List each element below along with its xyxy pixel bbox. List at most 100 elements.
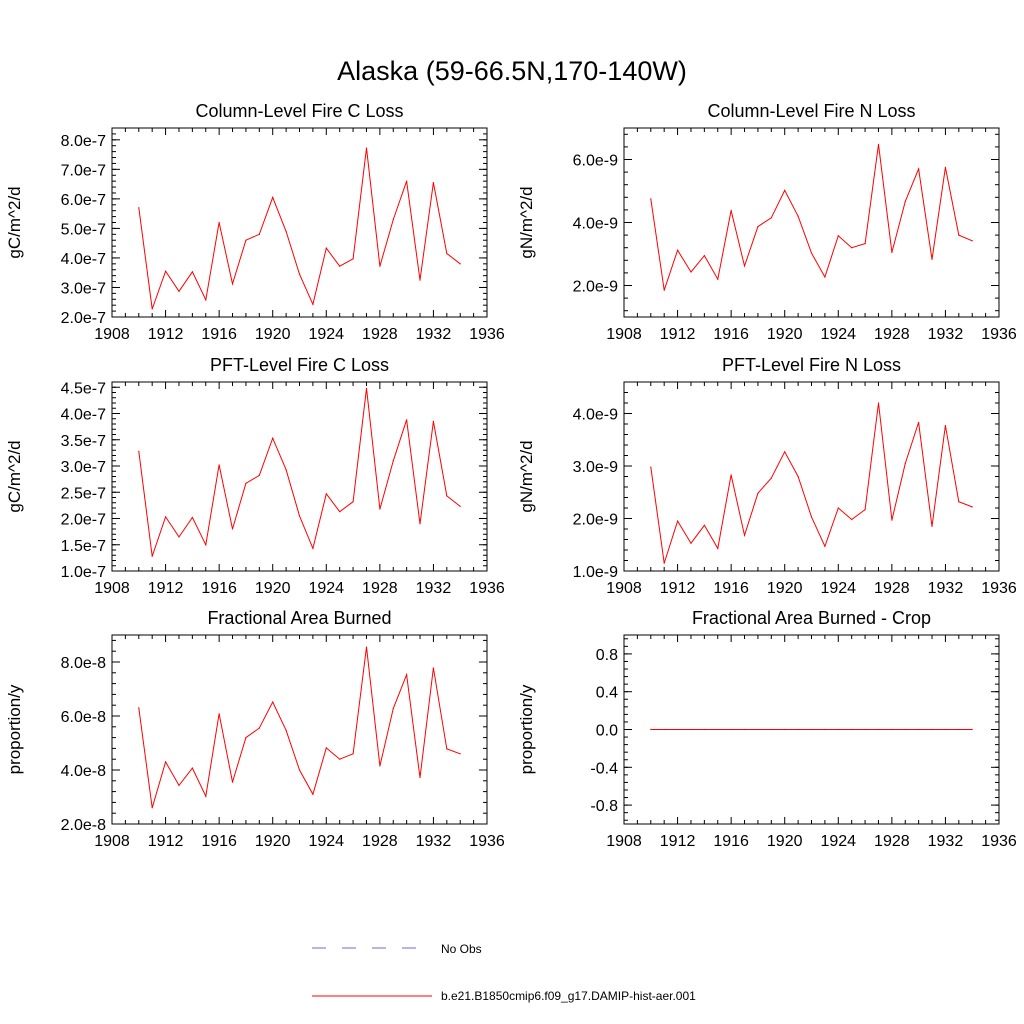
data-point xyxy=(918,168,920,170)
y-tick-label: 2.0e-7 xyxy=(61,512,106,529)
data-point xyxy=(191,516,193,519)
x-tick-label: 1920 xyxy=(255,580,291,597)
data-point xyxy=(392,218,394,221)
y-tick-label: 2.0e-9 xyxy=(573,279,618,296)
data-point xyxy=(392,707,394,710)
data-point xyxy=(784,189,786,191)
data-point xyxy=(285,230,287,232)
x-tick-label: 1928 xyxy=(874,833,910,850)
x-tick-label: 1916 xyxy=(713,580,749,597)
series-line xyxy=(138,388,461,557)
data-point xyxy=(757,728,759,731)
data-point xyxy=(690,542,692,544)
data-point xyxy=(663,289,665,291)
data-point xyxy=(770,728,772,731)
x-tick-label: 1916 xyxy=(201,833,237,850)
data-point xyxy=(218,464,220,466)
data-point xyxy=(205,795,207,797)
x-tick-label: 1912 xyxy=(148,580,184,597)
data-point xyxy=(891,519,893,521)
plot-frame xyxy=(111,127,488,318)
x-tick-label: 1936 xyxy=(469,326,505,343)
y-tick-label: 1.5e-7 xyxy=(61,538,106,555)
x-tick-label: 1928 xyxy=(362,833,398,850)
y-axis-label: gN/m^2/d xyxy=(517,186,536,258)
data-point xyxy=(931,728,933,731)
series-line xyxy=(650,144,973,291)
x-tick-label: 1936 xyxy=(469,580,505,597)
x-tick-label: 1912 xyxy=(660,326,696,343)
data-point xyxy=(245,737,247,739)
y-axis-label: proportion/y xyxy=(5,684,24,774)
legend-label-model-run: b.e21.B1850cmip6.f09_g17.DAMIP-hist-aer.… xyxy=(441,989,696,1003)
data-point xyxy=(703,254,705,257)
x-tick-label: 1924 xyxy=(308,580,344,597)
data-point xyxy=(650,466,652,468)
data-point xyxy=(784,451,786,453)
data-point xyxy=(138,707,140,709)
chart-pft-level-fire-n-loss: PFT-Level Fire N Loss 1908 1912 1916 1920 192… xyxy=(517,355,1017,597)
y-tick-label: 8.0e-7 xyxy=(61,133,106,150)
data-point xyxy=(743,265,746,267)
data-point xyxy=(757,492,759,494)
data-point xyxy=(164,761,167,763)
y-tick-label: 7.0e-7 xyxy=(61,162,106,179)
x-tick-label: 1908 xyxy=(606,326,642,343)
data-point xyxy=(406,674,408,676)
data-point xyxy=(944,166,947,168)
y-tick-label: 6.0e-8 xyxy=(61,709,106,726)
x-tick-label: 1928 xyxy=(874,326,910,343)
data-point xyxy=(730,209,732,212)
x-tick-label: 1936 xyxy=(469,833,505,850)
data-point xyxy=(904,462,906,464)
data-point xyxy=(231,781,234,783)
x-tick-label: 1924 xyxy=(308,833,344,850)
data-point xyxy=(971,506,973,508)
data-point xyxy=(730,474,732,476)
data-point xyxy=(459,505,461,508)
data-point xyxy=(717,547,719,550)
x-tick-label: 1932 xyxy=(416,326,452,343)
data-point xyxy=(663,562,665,564)
data-point xyxy=(298,273,301,275)
y-tick-label: 1.0e-7 xyxy=(61,564,106,581)
x-tick-label: 1916 xyxy=(713,833,749,850)
chart-title: PFT-Level Fire C Loss xyxy=(210,355,389,375)
x-tick-label: 1920 xyxy=(255,326,291,343)
data-point xyxy=(770,217,772,219)
data-point xyxy=(339,758,341,760)
x-tick-label: 1908 xyxy=(606,833,642,850)
plot-frame xyxy=(623,127,1000,318)
data-point xyxy=(944,728,947,731)
series-line xyxy=(138,647,461,808)
series-line xyxy=(650,402,973,564)
data-point xyxy=(650,198,652,200)
data-point xyxy=(650,728,652,731)
data-point xyxy=(971,728,973,731)
data-point xyxy=(298,769,301,771)
data-point xyxy=(191,271,193,273)
data-point xyxy=(379,508,381,510)
data-point xyxy=(151,807,153,809)
data-point xyxy=(352,501,354,503)
data-point xyxy=(406,419,408,421)
data-point xyxy=(770,477,772,479)
y-tick-label: 2.0e-9 xyxy=(573,512,618,529)
data-point xyxy=(446,748,448,750)
data-point xyxy=(676,728,679,731)
data-point xyxy=(904,200,906,202)
chart-panels: Column-Level Fire C Loss 1908 1912 1916 1920… xyxy=(5,101,1017,850)
data-point xyxy=(864,728,866,731)
data-point xyxy=(392,460,394,462)
data-point xyxy=(352,753,354,755)
y-axis-label: gC/m^2/d xyxy=(5,186,24,258)
legend: No Obs b.e21.B1850cmip6.f09_g17.DAMIP-hi… xyxy=(312,942,696,1003)
data-point xyxy=(717,278,719,280)
data-point xyxy=(178,784,180,786)
data-point xyxy=(312,303,314,305)
y-tick-label: 4.0e-7 xyxy=(61,251,106,268)
data-point xyxy=(231,528,234,530)
data-point xyxy=(339,265,341,267)
y-axis-label: gC/m^2/d xyxy=(5,440,24,512)
data-point xyxy=(810,728,813,731)
